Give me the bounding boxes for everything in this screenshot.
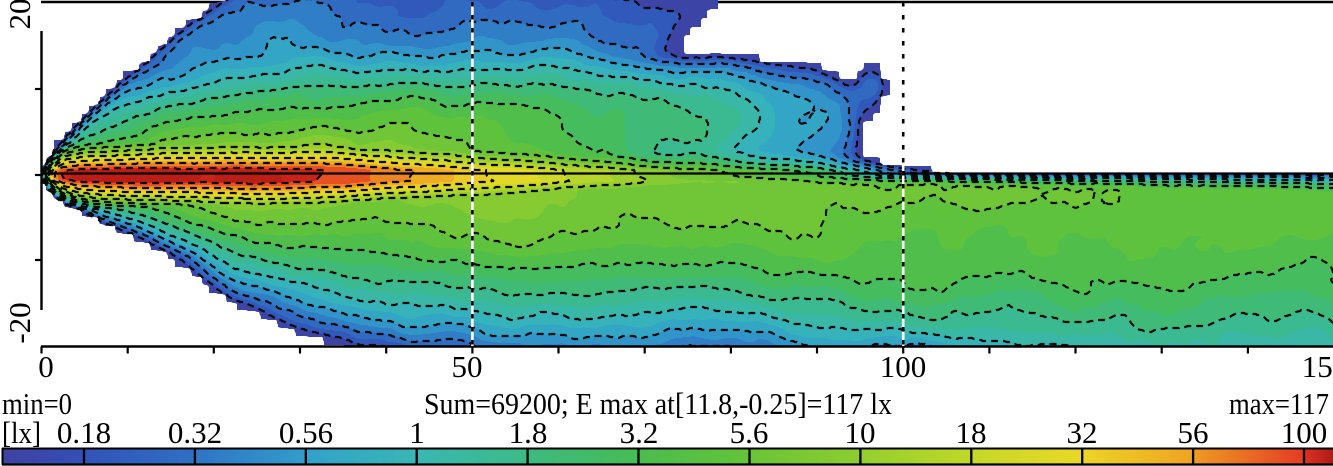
svg-text:3.2: 3.2 [620,415,659,450]
svg-text:32: 32 [1067,415,1098,450]
svg-text:10: 10 [845,415,876,450]
svg-text:1: 1 [409,415,425,450]
svg-text:18: 18 [956,415,987,450]
svg-text:0.18: 0.18 [57,415,111,450]
svg-text:20: 20 [2,0,37,30]
svg-text:min=0: min=0 [2,386,72,421]
svg-text:100: 100 [1281,415,1328,450]
svg-text:0.56: 0.56 [279,415,333,450]
svg-text:max=117: max=117 [1229,386,1329,421]
svg-text:-20: -20 [2,302,37,343]
svg-text:Sum=69200; E max at[11.8,-0.25: Sum=69200; E max at[11.8,-0.25]=117 lx [424,386,892,421]
svg-text:5.6: 5.6 [730,415,769,450]
svg-text:[lx]: [lx] [2,415,41,450]
svg-text:56: 56 [1178,415,1209,450]
svg-text:50: 50 [452,349,483,384]
svg-text:150: 150 [1302,349,1333,384]
svg-text:100: 100 [880,349,927,384]
svg-text:0: 0 [38,349,54,384]
svg-text:1.8: 1.8 [509,415,548,450]
svg-text:0.32: 0.32 [168,415,222,450]
